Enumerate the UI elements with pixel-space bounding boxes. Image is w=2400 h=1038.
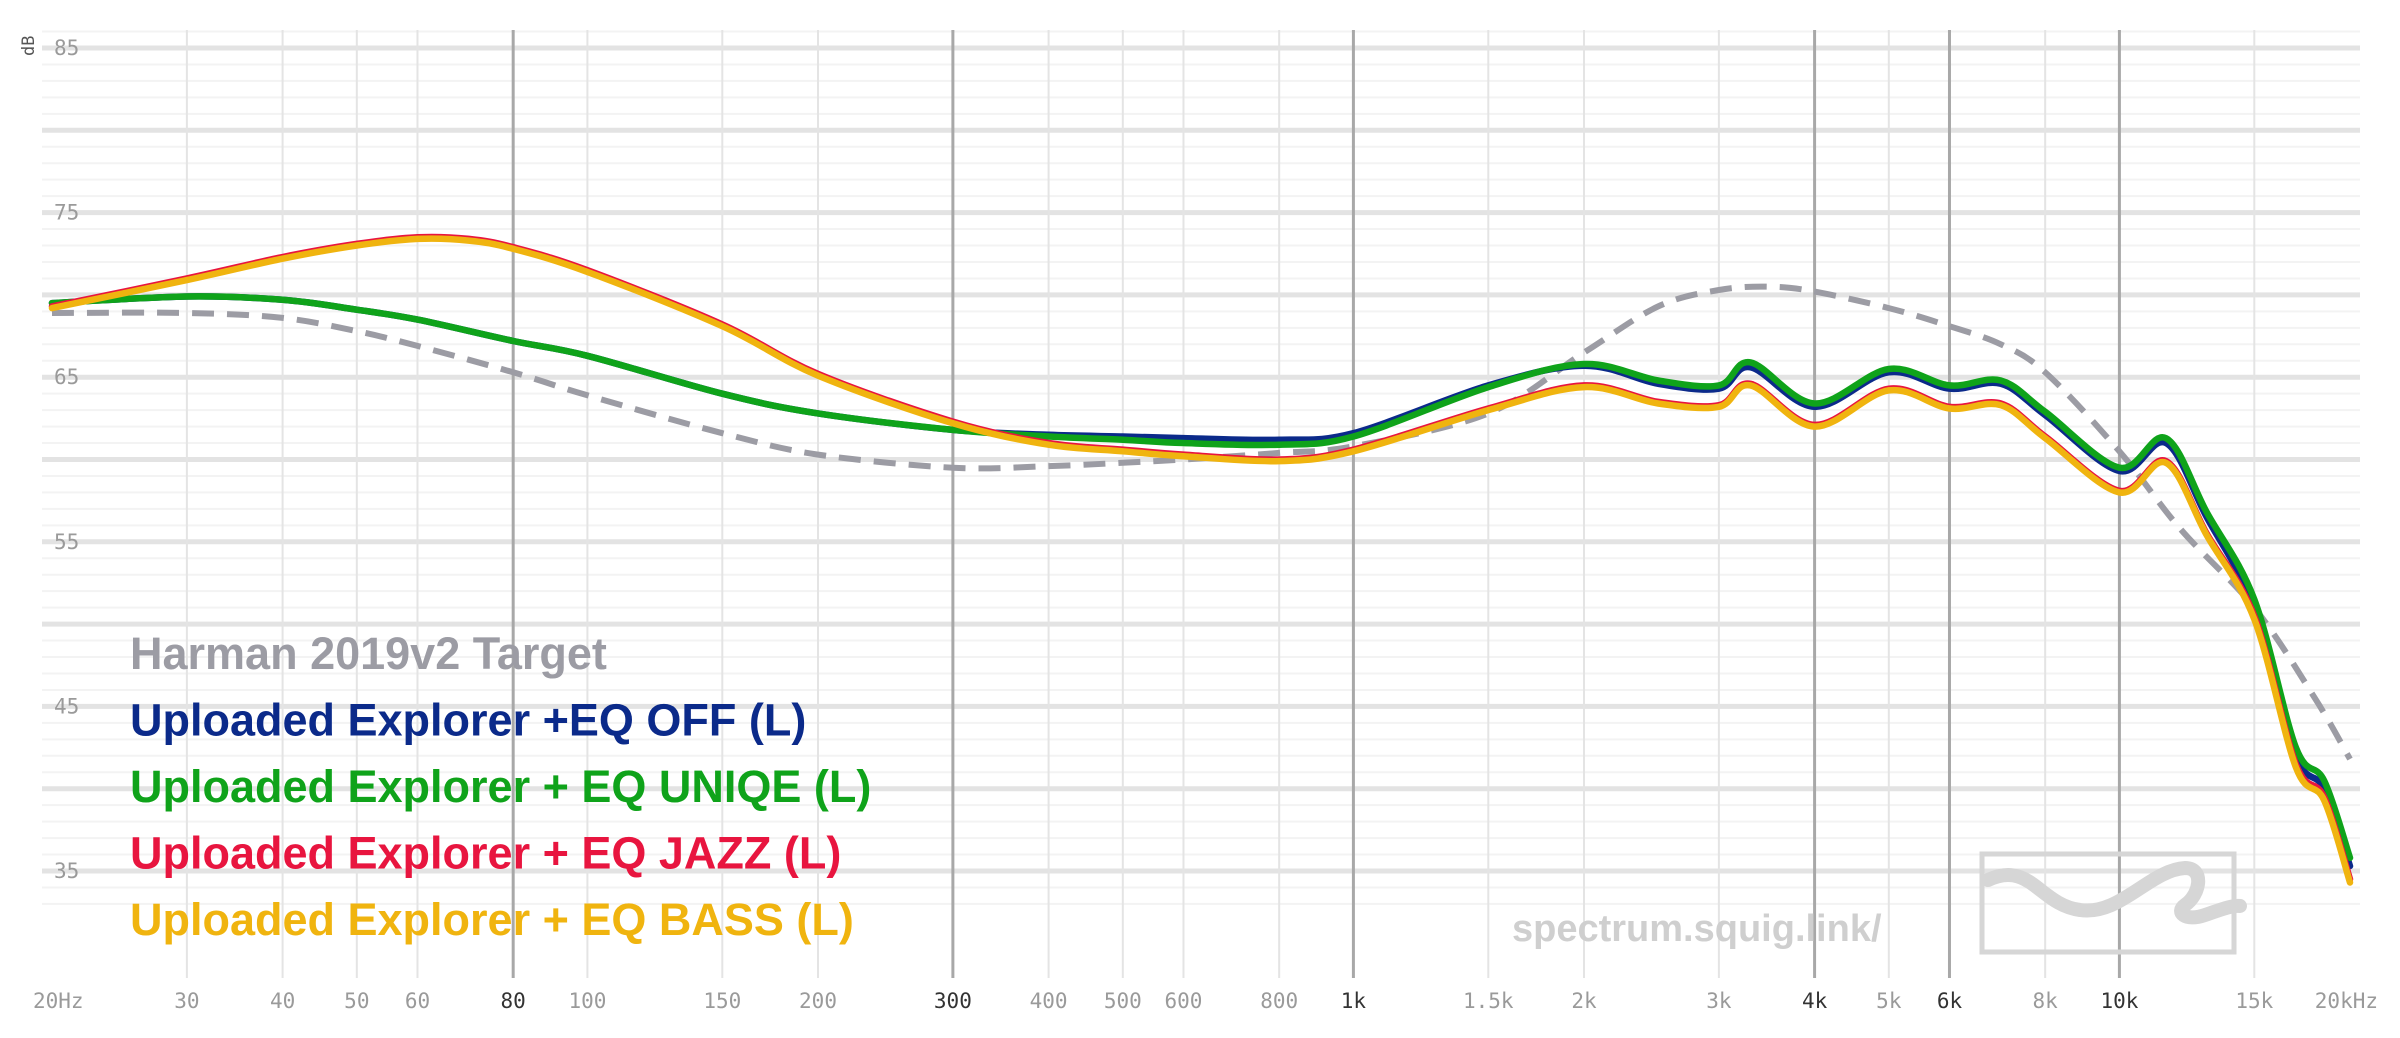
y-tick-label: 45	[54, 694, 79, 718]
grid	[42, 30, 2360, 978]
x-tick-label: 20kHz	[2315, 989, 2378, 1013]
x-tick-label: 150	[703, 989, 741, 1013]
x-axis: 20Hz 30 40 50 60 80 100 150 200 300 400 500 600 800 1k…	[33, 989, 2378, 1013]
x-tick-label: 30	[174, 989, 199, 1013]
legend-entry-0: Harman 2019v2 Target	[130, 628, 607, 679]
series-line-0	[51, 283, 2353, 761]
x-tick-label: 500	[1104, 989, 1142, 1013]
series-line-4	[48, 235, 2354, 886]
y-tick-label: 75	[54, 201, 79, 225]
x-tick-label: 6k	[1937, 989, 1963, 1013]
legend-entry-2: Uploaded Explorer + EQ UNIQE (L)	[130, 761, 871, 812]
x-tick-label: 40	[270, 989, 295, 1013]
squiglink-logo-icon	[1979, 851, 2247, 955]
y-axis-unit-label: dB	[19, 36, 39, 56]
x-tick-label: 100	[568, 989, 606, 1013]
watermark-text: spectrum.squig.link/	[1512, 908, 1882, 950]
legend-entry-4: Uploaded Explorer + EQ BASS (L)	[130, 894, 854, 945]
x-tick-label: 50	[344, 989, 369, 1013]
y-axis: dB 85 75 65 55 45 35	[19, 36, 79, 883]
series-line-2	[48, 293, 2354, 862]
x-tick-label: 5k	[1876, 989, 1902, 1013]
x-tick-label: 600	[1165, 989, 1203, 1013]
x-tick-label: 2k	[1571, 989, 1597, 1013]
x-tick-label: 400	[1030, 989, 1068, 1013]
legend-entry-3: Uploaded Explorer + EQ JAZZ (L)	[130, 828, 841, 879]
y-tick-label: 65	[54, 365, 79, 389]
legend-entry-1: Uploaded Explorer +EQ OFF (L)	[130, 695, 806, 746]
x-tick-label: 200	[799, 989, 837, 1013]
x-tick-label: 1.5k	[1463, 989, 1514, 1013]
x-tick-label: 1k	[1341, 989, 1367, 1013]
y-tick-label: 55	[54, 530, 79, 554]
x-tick-label: 800	[1260, 989, 1298, 1013]
x-tick-label: 80	[501, 989, 526, 1013]
series-layer	[48, 233, 2354, 886]
watermark: spectrum.squig.link/	[1512, 851, 2247, 955]
x-tick-label: 15k	[2235, 989, 2273, 1013]
x-tick-label: 3k	[1706, 989, 1732, 1013]
x-tick-label: 8k	[2033, 989, 2059, 1013]
x-tick-label: 300	[934, 989, 972, 1013]
y-tick-label: 85	[54, 36, 79, 60]
legend: Harman 2019v2 Target Uploaded Explorer +E…	[130, 628, 871, 945]
x-tick-label: 60	[405, 989, 430, 1013]
y-tick-label: 35	[54, 859, 79, 883]
x-tick-label: 20Hz	[33, 989, 84, 1013]
x-tick-label: 10k	[2100, 989, 2138, 1013]
x-tick-label: 4k	[1802, 989, 1828, 1013]
